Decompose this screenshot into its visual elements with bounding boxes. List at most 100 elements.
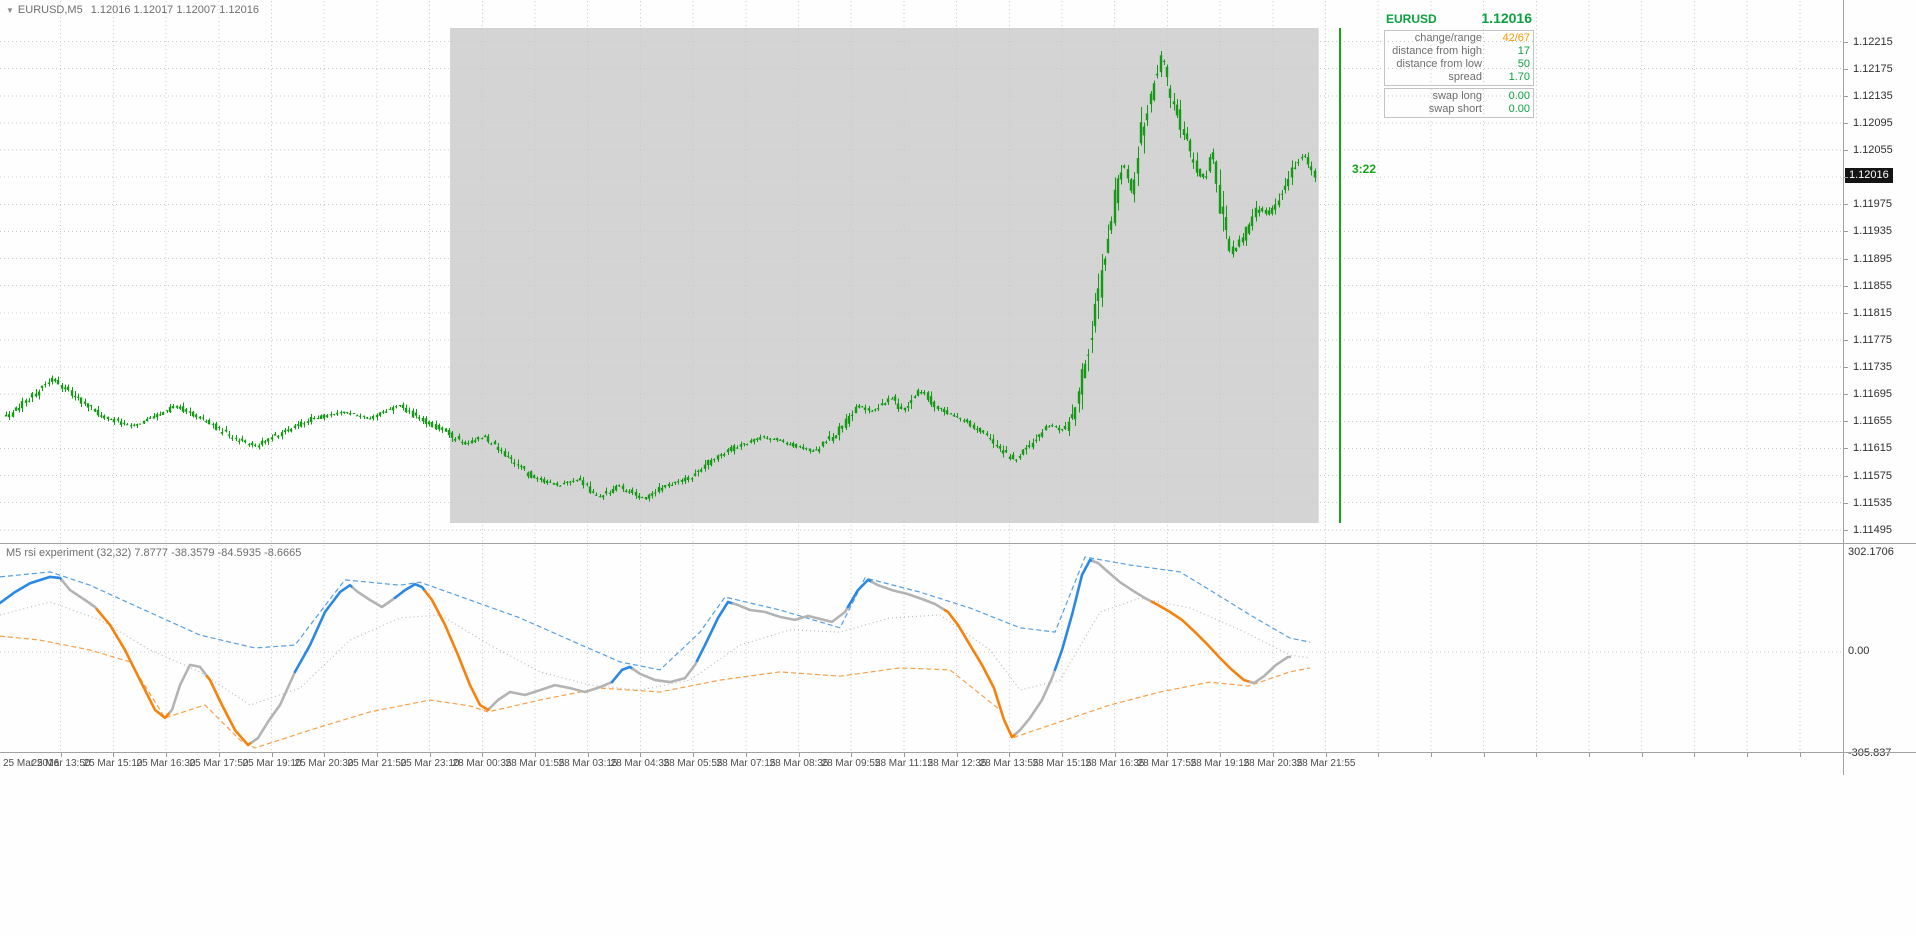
time-axis-tick — [61, 753, 62, 757]
time-axis-tick — [1062, 753, 1063, 757]
indicator-plot[interactable] — [0, 544, 1843, 752]
time-axis-tick — [1167, 753, 1168, 757]
price-axis-label: 1.12055 — [1853, 144, 1893, 156]
time-axis-label: 28 Mar 05:55 — [663, 758, 723, 769]
candle-countdown-label: 3:22 — [1352, 162, 1377, 176]
info-bid-price: 1.12016 — [1481, 10, 1532, 26]
info-row-value: 50 — [1517, 58, 1530, 70]
time-axis-tick — [1378, 753, 1379, 757]
price-axis-tick — [1844, 503, 1848, 504]
price-chart-canvas[interactable]: ▼ EURUSD,M5 1.12016 1.12017 1.12007 1.1201… — [0, 0, 1843, 543]
price-axis-tick — [1844, 286, 1848, 287]
time-axis-tick — [272, 753, 273, 757]
time-axis-tick — [1220, 753, 1221, 757]
price-axis-label: 1.12095 — [1853, 117, 1893, 129]
price-axis-tick — [1844, 177, 1848, 178]
rsi-main-segment-gray — [731, 602, 850, 624]
price-axis-tick — [1844, 340, 1848, 341]
info-row-value: 17 — [1517, 45, 1530, 57]
time-axis-label: 25 Mar 21:50 — [347, 758, 407, 769]
indicator-pane[interactable]: M5 rsi experiment (32,32) 7.8777 -38.357… — [0, 544, 1843, 752]
price-axis-tick — [1844, 69, 1848, 70]
price-axis-tick — [1844, 204, 1848, 205]
price-axis-tick — [1844, 367, 1848, 368]
rsi-main-segment-blue — [610, 665, 635, 684]
price-chart-plot[interactable] — [0, 0, 1843, 543]
price-axis-tick — [1844, 259, 1848, 260]
time-axis-tick — [1642, 753, 1643, 757]
info-symbol: EURUSD — [1386, 12, 1437, 26]
time-axis-label: 28 Mar 12:35 — [927, 758, 987, 769]
symbol-info-panel: EURUSD 1.12016 change/range 42/67 distance… — [1384, 10, 1534, 118]
time-axis-tick — [166, 753, 167, 757]
info-row: distance from low 50 — [1388, 58, 1530, 71]
info-row: swap long 0.00 — [1388, 90, 1530, 103]
info-row-value: 42/67 — [1502, 32, 1530, 44]
time-axis-label: 28 Mar 03:15 — [558, 758, 618, 769]
rsi-main-segment-gray — [1014, 668, 1057, 735]
time-axis-label: 25 Mar 2016 — [3, 758, 60, 769]
rsi-main-segment-blue — [846, 578, 874, 609]
info-row: spread 1.70 — [1388, 71, 1530, 84]
time-axis-label: 28 Mar 19:15 — [1190, 758, 1250, 769]
time-axis-tick — [1694, 753, 1695, 757]
rsi-main-segment-blue — [1053, 558, 1095, 671]
price-axis-label: 1.12215 — [1853, 36, 1893, 48]
time-axis-label: 28 Mar 15:15 — [1032, 758, 1092, 769]
rsi-main-segment-orange — [1150, 600, 1252, 684]
rsi-main-segment-gray — [1248, 655, 1292, 685]
indicator-scale-zero: 0.00 — [1848, 645, 1870, 657]
info-row-value: 0.00 — [1508, 103, 1530, 115]
time-axis-tick — [324, 753, 325, 757]
info-row-label: distance from high — [1392, 45, 1482, 57]
price-axis-tick — [1844, 476, 1848, 477]
rsi-main-segment-blue — [695, 600, 735, 663]
pane-separator-top[interactable] — [0, 543, 1916, 544]
info-row-label: change/range — [1414, 32, 1482, 44]
price-axis-label: 1.11975 — [1853, 198, 1892, 210]
price-axis[interactable]: 1.12016 1.12215 1.12175 1.12135 1.12095 1.12… — [1844, 0, 1916, 543]
rsi-main-segment-orange — [95, 608, 172, 720]
time-axis-tick — [799, 753, 800, 757]
rsi-main-segment-orange — [423, 589, 492, 712]
time-axis-label: 28 Mar 00:35 — [452, 758, 512, 769]
time-axis-tick — [640, 753, 641, 757]
time-axis-label: 28 Mar 09:55 — [821, 758, 881, 769]
time-axis-label: 25 Mar 19:10 — [242, 758, 302, 769]
rsi-main-segment-gray — [351, 586, 397, 609]
time-axis-label: 25 Mar 20:30 — [294, 758, 354, 769]
symbol-info-head: EURUSD 1.12016 — [1384, 10, 1534, 28]
time-axis-tick — [1589, 753, 1590, 757]
info-row: change/range 42/67 — [1388, 32, 1530, 45]
rsi-main-segment-blue — [0, 575, 64, 605]
time-axis-tick — [904, 753, 905, 757]
time-axis[interactable]: 25 Mar 2016 25 Mar 13:50 25 Mar 15:10 25 Ma… — [0, 753, 1916, 775]
price-axis-label: 1.11855 — [1853, 280, 1892, 292]
rsi-main-segment-gray — [870, 580, 947, 612]
price-axis-tick — [1844, 150, 1848, 151]
swap-box: swap long 0.00 swap short 0.00 — [1384, 88, 1534, 118]
time-axis-label: 25 Mar 17:50 — [189, 758, 249, 769]
info-row: swap short 0.00 — [1388, 103, 1530, 116]
time-axis-label: 28 Mar 17:55 — [1137, 758, 1197, 769]
price-axis-label: 1.11895 — [1853, 253, 1892, 265]
upper-band-line — [0, 556, 1311, 671]
time-axis-tick — [535, 753, 536, 757]
time-axis-tick — [1009, 753, 1010, 757]
time-axis-label: 28 Mar 20:35 — [1243, 758, 1303, 769]
info-row-label: distance from low — [1396, 58, 1482, 70]
time-axis-tick — [482, 753, 483, 757]
time-axis-label: 28 Mar 16:35 — [1085, 758, 1145, 769]
price-axis-tick — [1844, 421, 1848, 422]
symbol-stats-box: change/range 42/67 distance from high 17 dis… — [1384, 30, 1534, 86]
time-axis-tick — [1800, 753, 1801, 757]
rsi-main-segment-orange — [205, 674, 254, 747]
price-axis-tick — [1844, 96, 1848, 97]
time-axis-label: 28 Mar 21:55 — [1296, 758, 1356, 769]
info-row-label: swap short — [1428, 103, 1482, 115]
price-axis-tick — [1844, 530, 1848, 531]
time-axis-label: 28 Mar 01:55 — [505, 758, 565, 769]
price-axis-label: 1.12175 — [1853, 63, 1893, 75]
rsi-main-segment-blue — [393, 582, 427, 600]
